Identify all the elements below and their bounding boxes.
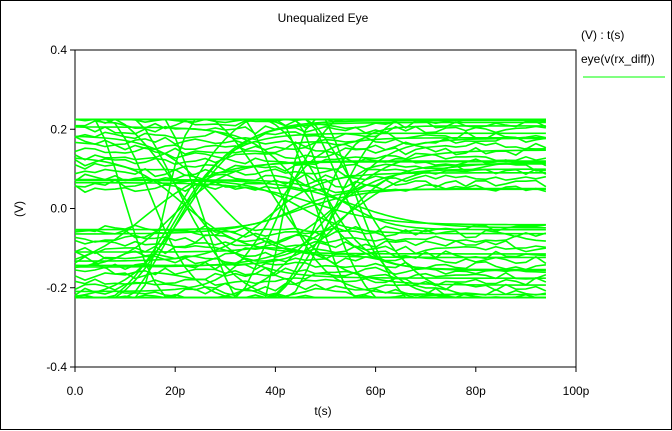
y-tick-label: 0.2 [50,122,67,136]
x-axis: 0.0 20p 40p 60p 80p 100p [67,367,590,398]
eye-trace [74,125,547,135]
plot-area [74,49,577,368]
y-axis: 0.4 0.2 0.0 -0.2 -0.4 [46,43,75,374]
x-tick-label: 80p [466,384,486,398]
eye-trace [74,151,547,162]
eye-trace [74,135,547,146]
eye-traces [74,118,547,299]
x-tick-label: 40p [265,384,285,398]
x-tick-label: 20p [165,384,185,398]
y-tick-label: -0.4 [46,360,67,374]
y-tick-label: -0.2 [46,281,67,295]
y-tick-label: 0.0 [50,202,67,216]
eye-trace [75,188,546,231]
eye-trace [75,162,546,268]
y-tick-label: 0.4 [50,43,67,57]
eye-trace [75,137,546,293]
eye-trace [74,135,546,259]
y-axis-label: (V) [12,201,26,217]
eye-trace [75,118,546,299]
chart-title: Unequalized Eye [278,11,369,25]
x-tick-label: 60p [366,384,386,398]
eye-trace [75,118,546,279]
x-tick-label: 100p [563,384,590,398]
eye-trace [75,126,546,272]
legend-entry-label: eye(v(rx_diff)) [581,52,655,66]
eye-trace [75,181,546,226]
eye-trace [74,162,546,172]
eye-trace [75,163,546,267]
legend-header: (V) : t(s) [581,28,624,42]
x-tick-label: 0.0 [67,384,84,398]
eye-trace [75,168,546,253]
x-axis-label: t(s) [314,404,331,418]
eye-trace [75,172,546,262]
eye-trace [75,118,546,299]
eye-trace [74,239,547,249]
eye-trace [74,287,547,297]
eye-trace [74,244,547,255]
eye-trace [74,157,546,255]
